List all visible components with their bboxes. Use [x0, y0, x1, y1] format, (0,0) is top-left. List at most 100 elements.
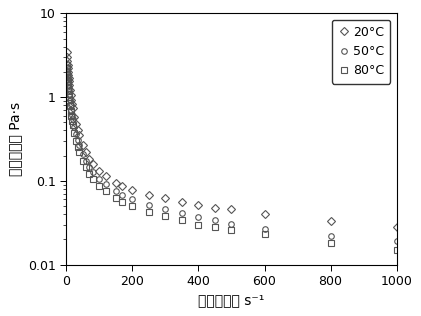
50°C — [328, 234, 333, 238]
20°C — [67, 83, 72, 87]
20°C — [65, 64, 70, 67]
20°C — [213, 206, 218, 210]
80°C — [68, 109, 73, 113]
50°C — [196, 215, 201, 219]
50°C — [394, 240, 399, 243]
20°C — [262, 212, 267, 216]
50°C — [70, 117, 75, 121]
50°C — [74, 132, 79, 136]
20°C — [66, 73, 71, 77]
20°C — [66, 76, 71, 80]
80°C — [163, 214, 168, 218]
50°C — [262, 227, 267, 230]
20°C — [394, 225, 399, 229]
50°C — [229, 222, 234, 225]
20°C — [65, 59, 70, 63]
50°C — [72, 125, 77, 129]
20°C — [130, 188, 135, 192]
80°C — [213, 225, 218, 229]
50°C — [77, 143, 82, 147]
80°C — [328, 241, 333, 245]
80°C — [262, 233, 267, 236]
20°C — [229, 207, 234, 211]
20°C — [196, 203, 201, 207]
80°C — [394, 248, 399, 252]
50°C — [83, 159, 88, 162]
80°C — [229, 228, 234, 232]
20°C — [72, 115, 77, 119]
Legend: 20°C, 50°C, 80°C: 20°C, 50°C, 80°C — [332, 20, 391, 84]
20°C — [163, 197, 168, 200]
50°C — [68, 98, 73, 102]
50°C — [66, 86, 71, 90]
20°C — [77, 133, 82, 137]
80°C — [77, 150, 82, 154]
50°C — [69, 112, 75, 116]
50°C — [80, 152, 85, 156]
50°C — [65, 74, 70, 78]
80°C — [113, 197, 118, 200]
80°C — [74, 139, 79, 143]
80°C — [68, 104, 73, 108]
20°C — [66, 70, 71, 74]
50°C — [75, 138, 80, 142]
50°C — [67, 89, 72, 93]
80°C — [80, 159, 85, 162]
20°C — [68, 88, 73, 92]
Line: 50°C: 50°C — [64, 61, 400, 244]
50°C — [179, 211, 184, 215]
20°C — [64, 50, 69, 53]
20°C — [97, 169, 102, 173]
80°C — [66, 89, 71, 93]
20°C — [74, 122, 79, 126]
80°C — [97, 185, 102, 188]
50°C — [163, 207, 168, 211]
80°C — [67, 98, 72, 102]
Line: 80°C: 80°C — [64, 66, 400, 253]
80°C — [64, 67, 69, 70]
50°C — [65, 70, 70, 74]
80°C — [90, 177, 95, 181]
20°C — [67, 79, 72, 83]
20°C — [87, 157, 92, 161]
80°C — [66, 92, 71, 96]
20°C — [65, 67, 70, 70]
50°C — [213, 218, 218, 222]
80°C — [72, 131, 77, 135]
80°C — [196, 223, 201, 227]
20°C — [83, 150, 88, 154]
20°C — [179, 200, 184, 204]
80°C — [146, 210, 151, 214]
50°C — [66, 81, 71, 84]
50°C — [69, 108, 74, 112]
80°C — [67, 95, 72, 99]
50°C — [65, 77, 70, 81]
20°C — [328, 219, 333, 223]
50°C — [68, 103, 73, 107]
80°C — [179, 218, 184, 222]
50°C — [64, 62, 69, 66]
20°C — [80, 143, 85, 147]
20°C — [120, 184, 125, 187]
50°C — [113, 190, 118, 193]
X-axis label: 剪切速率， s⁻¹: 剪切速率， s⁻¹ — [198, 294, 265, 308]
20°C — [64, 55, 69, 59]
50°C — [67, 92, 72, 96]
50°C — [64, 67, 69, 70]
Line: 20°C: 20°C — [64, 49, 400, 230]
20°C — [146, 193, 151, 197]
80°C — [65, 79, 70, 83]
50°C — [103, 182, 108, 186]
80°C — [65, 76, 70, 79]
50°C — [66, 83, 71, 87]
80°C — [103, 190, 108, 193]
80°C — [120, 200, 125, 204]
20°C — [69, 102, 75, 106]
80°C — [70, 123, 75, 126]
80°C — [130, 204, 135, 208]
80°C — [65, 83, 70, 87]
20°C — [68, 94, 73, 97]
80°C — [75, 145, 80, 149]
50°C — [90, 170, 95, 174]
80°C — [87, 172, 92, 176]
